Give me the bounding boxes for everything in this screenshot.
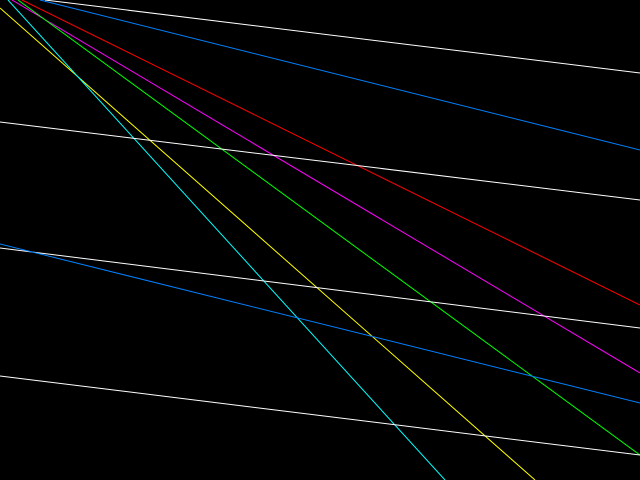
line-3: [21, 0, 640, 306]
line-7: [7, 0, 446, 480]
line-5: [17, 0, 640, 456]
line-4: [11, 0, 640, 374]
line-11: [0, 375, 640, 456]
line-2: [39, 0, 640, 151]
line-1: [44, 0, 640, 74]
line-9: [0, 247, 640, 329]
line-6: [0, 7, 536, 480]
line-10: [0, 243, 640, 404]
line-8: [0, 121, 640, 201]
